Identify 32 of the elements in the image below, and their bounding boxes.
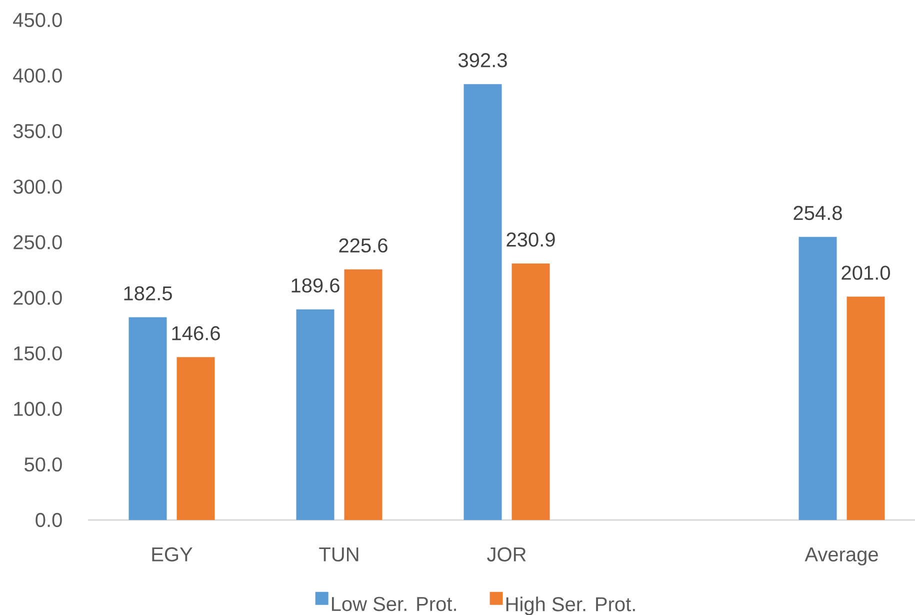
legend-label: Low Ser. Prot. <box>332 596 456 612</box>
bar <box>344 269 382 520</box>
data-label: 189.6 <box>292 278 340 293</box>
y-tick-label: 150.0 <box>14 346 62 360</box>
bar <box>176 357 215 520</box>
bar <box>128 317 167 520</box>
x-tick-label: Average <box>804 547 878 566</box>
bar <box>464 84 502 520</box>
data-label: 230.9 <box>506 232 555 247</box>
bar <box>846 296 885 520</box>
data-label: 146.6 <box>172 326 220 340</box>
y-tick-label: 250.0 <box>14 235 62 250</box>
bar <box>798 236 837 520</box>
y-tick-label: 200.0 <box>14 290 62 305</box>
y-tick-label: 0.0 <box>36 512 62 528</box>
y-tick-label: 300.0 <box>13 180 62 194</box>
x-tick-label: TUN <box>319 547 358 562</box>
y-tick-label: 450.0 <box>13 12 62 28</box>
y-tick-label: 350.0 <box>13 124 62 138</box>
y-tick-label: 400.0 <box>13 68 62 83</box>
x-tick-label: JOR <box>487 547 526 562</box>
data-label: 254.8 <box>794 206 842 220</box>
data-label: 201.0 <box>842 266 890 280</box>
y-tick-label: 100.0 <box>14 402 62 416</box>
data-label: 392.3 <box>458 53 507 68</box>
bar <box>512 263 550 520</box>
x-tick-label: EGY <box>152 547 192 562</box>
data-label: 225.6 <box>339 238 388 253</box>
bar <box>296 309 334 520</box>
legend-label: High Ser. Prot. <box>506 596 635 615</box>
data-label: 182.5 <box>124 286 172 300</box>
y-tick-label: 50.0 <box>24 457 62 472</box>
